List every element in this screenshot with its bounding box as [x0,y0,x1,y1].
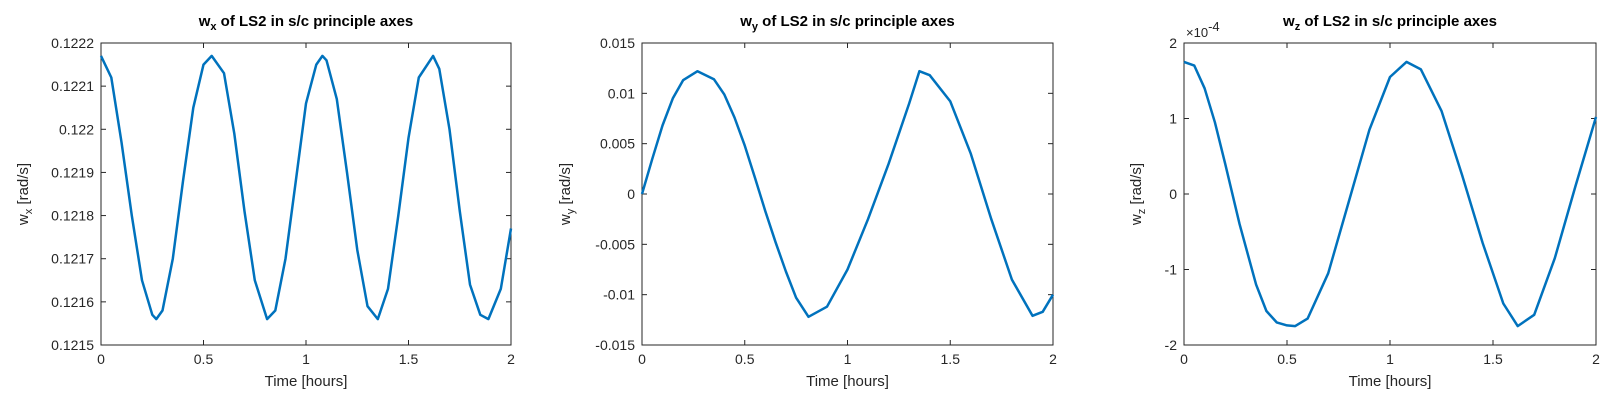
y-tick-label: -1 [1165,262,1178,278]
y-label-subscript: z [1136,209,1148,215]
x-tick-label: 0 [1180,351,1188,367]
title-symbol: w [739,13,752,30]
y-axis-label: wy [rad/s] [557,163,577,226]
chart-title: wx of LS2 in s/c principle axes [198,13,414,33]
plot-frame [641,42,1054,346]
title-text: of LS2 in s/c principle axes [217,13,414,30]
title-symbol: w [1282,13,1295,30]
x-tick-label: 1 [844,351,852,367]
y-tick-label: 0 [627,186,635,202]
y-tick-label: 1 [1169,111,1177,127]
y-label-subscript: x [23,208,35,214]
y-axis-label: wx [rad/s] [15,163,35,226]
y-tick-label: 0.015 [600,35,635,51]
y-tick-label: 0.1218 [51,208,94,224]
plot-frame [100,42,512,346]
series-line [640,69,1055,319]
y-tick-label: 0.01 [608,85,635,101]
y-label-subscript: y [565,208,577,214]
y-tick-label: -2 [1165,337,1178,353]
x-tick-label: 0 [638,351,646,367]
x-tick-label: 1.5 [941,351,961,367]
y-label-symbol: w [557,214,574,226]
y-tick-label: 0.122 [59,121,94,137]
y-exponent-power: -4 [1208,19,1220,34]
y-exponent-base: ×10 [1186,25,1208,40]
y-tick-label: 2 [1169,35,1177,51]
y-tick-label: 0.1222 [51,35,94,51]
y-tick-label: -0.01 [603,287,635,303]
chart-title: wz of LS2 in s/c principle axes [1282,13,1497,33]
chart-title: wy of LS2 in s/c principle axes [739,13,955,33]
y-tick-label: 0.1215 [51,337,94,353]
title-subscript: y [752,21,759,33]
x-tick-label: 0 [97,351,105,367]
x-axis-label: Time [hours] [1349,373,1432,390]
chart-1: 0 0.5 1 1.5 2 0.1215 0.1216 0.1217 0.1218 0.1219 0… [15,13,515,390]
x-tick-label: 0.5 [194,351,214,367]
title-symbol: w [198,13,211,30]
x-tick-label: 0.5 [735,351,755,367]
x-axis-label: Time [hours] [265,373,348,390]
title-text: of LS2 in s/c principle axes [1300,13,1497,30]
x-tick-label: 2 [1592,351,1600,367]
y-tick-label: 0.1219 [51,164,94,180]
x-tick-label: 1 [1386,351,1394,367]
x-tick-label: 1.5 [1483,351,1503,367]
series-line [1183,60,1598,328]
y-tick-label: 0 [1169,186,1177,202]
title-text: of LS2 in s/c principle axes [758,13,955,30]
plot-frame [1183,42,1597,346]
y-tick-label: -0.015 [595,337,635,353]
y-axis-label: wz [rad/s] [1128,163,1148,226]
y-exponent-label: ×10-4 [1186,19,1220,40]
y-tick-label: 0.1221 [51,78,94,94]
y-tick-label: 0.1217 [51,251,94,267]
x-tick-label: 2 [1049,351,1057,367]
y-label-symbol: w [15,214,32,226]
title-subscript: z [1295,21,1301,33]
y-tick-label: 0.1216 [51,294,94,310]
y-label-text: [rad/s] [1128,163,1145,209]
x-tick-label: 1.5 [399,351,419,367]
y-label-text: [rad/s] [15,163,32,209]
y-tick-label: 0.005 [600,136,635,152]
x-tick-label: 0.5 [1277,351,1297,367]
series-line [99,54,513,321]
chart-2: 0 0.5 1 1.5 2 -0.015 -0.01 -0.005 0 0.005 0.01 0.01… [557,13,1057,390]
x-axis-label: Time [hours] [806,373,889,390]
x-tick-label: 2 [507,351,515,367]
x-tick-label: 1 [302,351,310,367]
y-tick-label: -0.005 [595,236,635,252]
y-label-symbol: w [1128,214,1145,226]
title-subscript: x [210,21,217,33]
y-label-text: [rad/s] [557,163,574,209]
